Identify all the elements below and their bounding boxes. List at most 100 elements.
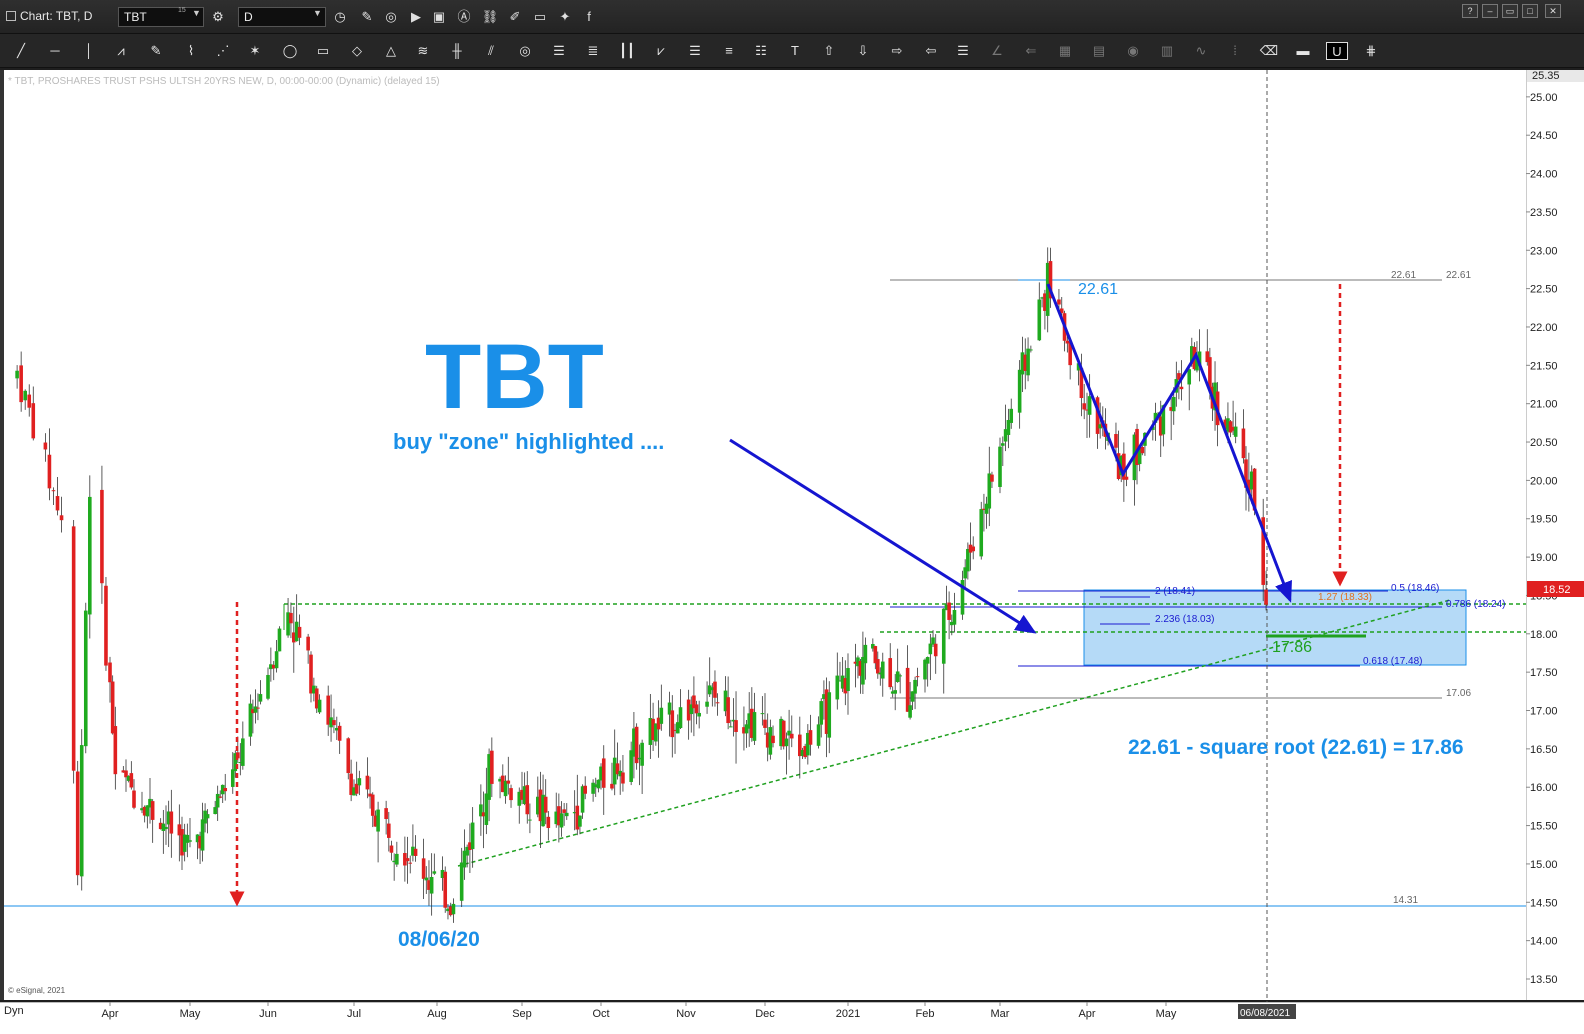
candle-body: [1169, 407, 1173, 411]
candle-body: [23, 390, 27, 401]
close-button[interactable]: ✕: [1545, 4, 1561, 18]
price-axis[interactable]: [1526, 70, 1584, 1000]
mob-icon[interactable]: ▤: [1092, 43, 1106, 58]
channel-icon[interactable]: ≋: [417, 43, 429, 58]
candle-body: [470, 822, 475, 850]
chat-icon[interactable]: ▭: [533, 9, 547, 24]
fib-extension-icon[interactable]: ≣: [587, 43, 599, 58]
candle-body: [984, 503, 989, 514]
date-tick-label: Apr: [1078, 1008, 1095, 1020]
candle-body: [931, 637, 935, 645]
symbol-dropdown-icon[interactable]: ▼: [192, 8, 201, 18]
candle-body: [960, 579, 965, 615]
edit-icon[interactable]: ✐: [509, 9, 521, 24]
interval-select[interactable]: D: [238, 7, 326, 27]
chart-style-icon[interactable]: ◎: [385, 9, 397, 24]
date-annotation: 08/06/20: [398, 928, 480, 951]
cycle-lines-icon[interactable]: ╫: [452, 43, 462, 58]
candle-body: [223, 787, 228, 792]
pen-tablet-icon[interactable]: ▬: [1296, 43, 1310, 58]
help-button[interactable]: ?: [1462, 4, 1478, 18]
candle-body: [200, 819, 205, 851]
eye-icon[interactable]: ◉: [1127, 43, 1139, 58]
candle-body: [294, 621, 299, 642]
candle-body: [564, 812, 569, 817]
parallel-lines-icon[interactable]: ⫽: [488, 43, 494, 58]
fib-projection-icon[interactable]: ≡: [725, 43, 733, 58]
wave-icon[interactable]: ∿: [1195, 43, 1207, 58]
arrow-up-icon[interactable]: ⇧: [823, 43, 835, 58]
buy-zone-rect[interactable]: [1083, 589, 1467, 666]
play-icon[interactable]: ▶: [411, 9, 421, 24]
interval-dropdown-icon[interactable]: ▼: [313, 8, 322, 18]
candle-body: [258, 694, 263, 702]
pen-icon[interactable]: ✎: [150, 43, 162, 58]
ellipse-icon[interactable]: ◯: [282, 43, 298, 58]
restore-button[interactable]: ▭: [1502, 4, 1518, 18]
time-zones-icon[interactable]: ┃┃: [619, 43, 635, 58]
candle-body: [543, 796, 548, 813]
arrow-right-icon[interactable]: ⇨: [891, 43, 903, 58]
back-icon[interactable]: ⇐: [1025, 43, 1037, 58]
maximize-button[interactable]: □: [1522, 4, 1538, 18]
candle-body: [1252, 468, 1257, 511]
arrow-down-icon[interactable]: ⇩: [857, 43, 869, 58]
brush-icon[interactable]: ⌇: [187, 43, 195, 58]
dashed-grid-icon[interactable]: ⁞: [1233, 43, 1237, 58]
twitter-icon[interactable]: ✦: [559, 9, 571, 24]
candle-body: [923, 659, 927, 680]
candle-body: [1231, 426, 1235, 431]
candle-body: [583, 785, 587, 794]
symbol-input[interactable]: TBT: [118, 7, 204, 27]
pattern-icon[interactable]: ⩗: [657, 43, 665, 58]
candle-body: [747, 713, 751, 729]
angle-icon[interactable]: ∠: [991, 43, 1003, 58]
candle-body: [266, 674, 270, 699]
candle-body: [1059, 308, 1064, 314]
facebook-icon[interactable]: f: [587, 9, 591, 24]
grid-icon[interactable]: ▦: [1058, 43, 1072, 58]
candle-body: [1057, 299, 1061, 305]
clock-icon[interactable]: ◷: [334, 9, 346, 24]
list-icon[interactable]: ☰: [957, 43, 969, 58]
candle-body: [1122, 453, 1126, 480]
date-axis[interactable]: [0, 1002, 1584, 1034]
horizontal-line-icon[interactable]: ─: [50, 43, 60, 58]
right-high-a: 22.61: [1391, 270, 1416, 281]
zigzag-icon[interactable]: ⩘: [117, 43, 125, 58]
fib-retracement-icon[interactable]: ☰: [553, 43, 565, 58]
settings-gear-icon[interactable]: ⚙: [212, 9, 224, 24]
magnet-icon[interactable]: U: [1326, 42, 1348, 60]
candle-body: [632, 728, 636, 757]
gann-fan-icon[interactable]: ⋰: [216, 43, 230, 58]
candle-body: [949, 621, 954, 626]
dyn-label[interactable]: Dyn: [4, 1005, 24, 1017]
settings-sliders-icon[interactable]: ⋕: [1365, 43, 1377, 58]
rectangle-icon[interactable]: ▭: [316, 43, 330, 58]
link-icon[interactable]: ⛓: [481, 9, 499, 24]
current-price-box: [1527, 581, 1584, 597]
arrow-left-icon[interactable]: ⇦: [925, 43, 937, 58]
triangle-icon[interactable]: △: [386, 43, 396, 58]
candle-body: [522, 786, 527, 804]
candle-body: [1247, 479, 1251, 494]
eraser-icon[interactable]: ⌫: [1259, 43, 1279, 58]
pencil-icon[interactable]: ✎: [361, 9, 373, 24]
fib-levels-icon[interactable]: ☰: [689, 43, 701, 58]
diamond-icon[interactable]: ◇: [352, 43, 362, 58]
snapshot-icon[interactable]: ▣: [432, 9, 446, 24]
fib-bands-icon[interactable]: ☷: [755, 43, 767, 58]
pti-icon[interactable]: ▥: [1160, 43, 1174, 58]
candle-body: [667, 702, 672, 715]
date-tick-label: Mar: [991, 1008, 1010, 1020]
vertical-line-icon[interactable]: │: [84, 43, 94, 58]
candle-body: [1087, 396, 1092, 415]
chart-area[interactable]: [4, 70, 1526, 1000]
text-tool-icon[interactable]: T: [791, 43, 799, 58]
fan-icon[interactable]: ✶: [249, 43, 261, 58]
target-icon[interactable]: ◎: [519, 43, 531, 58]
alert-icon[interactable]: Ⓐ: [457, 9, 471, 24]
minimize-button[interactable]: –: [1482, 4, 1498, 18]
line-tool-icon[interactable]: ╱: [17, 43, 25, 58]
current-price-label: 18.52: [1543, 584, 1571, 596]
